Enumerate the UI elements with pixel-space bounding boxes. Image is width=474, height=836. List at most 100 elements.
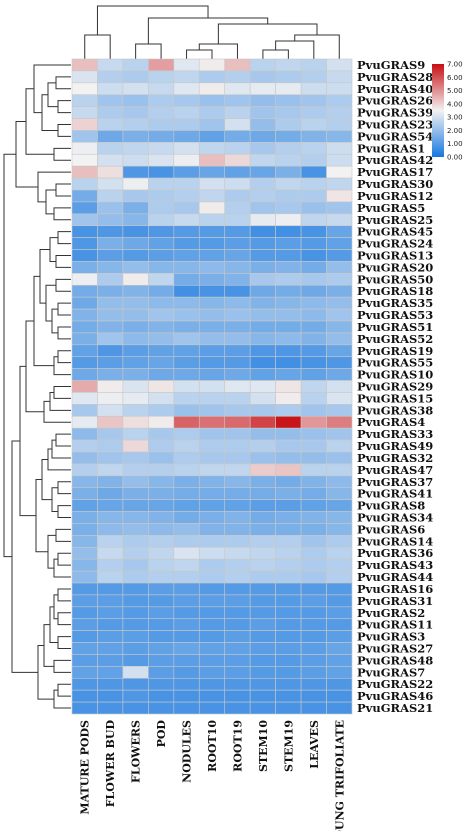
heatmap-cell xyxy=(71,654,98,667)
row-label: PvuGRAS7 xyxy=(357,665,425,679)
heatmap-cell xyxy=(97,677,124,691)
row-label: PvuGRAS36 xyxy=(357,546,433,560)
heatmap-cell xyxy=(122,451,149,465)
heatmap-cell xyxy=(122,249,149,262)
column-dendrogram-branch xyxy=(147,17,269,44)
heatmap-cell xyxy=(198,499,226,512)
heatmap-cell xyxy=(97,142,124,155)
heatmap-cell xyxy=(249,582,276,596)
heatmap-cell xyxy=(326,356,353,369)
heatmap-cell xyxy=(224,82,251,96)
heatmap-cell xyxy=(173,427,200,441)
heatmap-cell xyxy=(275,642,302,655)
heatmap-cell xyxy=(148,142,175,155)
row-label: PvuGRAS1 xyxy=(357,141,425,155)
heatmap-cell xyxy=(224,511,251,524)
heatmap-cell xyxy=(148,677,175,691)
heatmap-cell xyxy=(148,273,175,286)
heatmap-cell xyxy=(224,558,251,572)
heatmap-cell xyxy=(224,249,251,262)
heatmap-cell xyxy=(326,344,353,358)
heatmap-cell xyxy=(122,392,149,405)
heatmap-cell xyxy=(122,368,149,381)
row-dendrogram xyxy=(3,64,71,709)
heatmap-cell xyxy=(173,344,200,358)
heatmap-cell xyxy=(97,642,124,655)
heatmap-cell xyxy=(122,523,149,536)
heatmap-cell xyxy=(97,332,124,346)
heatmap-cell xyxy=(300,439,327,453)
column-label: ROOT19 xyxy=(231,720,244,772)
heatmap-cell xyxy=(326,213,353,227)
heatmap-cell xyxy=(275,654,302,667)
heatmap-cell xyxy=(173,499,200,512)
heatmap-cell xyxy=(300,677,327,691)
heatmap-cell xyxy=(224,654,251,667)
row-label: PvuGRAS18 xyxy=(357,284,433,298)
row-label: PvuGRAS22 xyxy=(357,677,433,691)
heatmap-cell xyxy=(224,344,251,358)
heatmap-cell xyxy=(300,344,327,358)
row-dendrogram-branch xyxy=(57,350,71,364)
heatmap-cell xyxy=(249,130,276,143)
row-dendrogram-branch xyxy=(51,439,71,459)
heatmap-cell xyxy=(71,225,98,238)
heatmap-cell xyxy=(148,249,175,262)
heatmap-cell xyxy=(148,404,175,417)
heatmap-cell xyxy=(326,475,353,489)
heatmap-cell xyxy=(148,392,175,405)
heatmap-cell xyxy=(224,368,251,381)
heatmap-cell xyxy=(148,368,175,381)
heatmap-cell xyxy=(275,415,302,429)
heatmap-cell xyxy=(300,130,327,143)
heatmap-cell xyxy=(326,427,353,441)
heatmap-cell xyxy=(326,130,353,143)
heatmap-cell xyxy=(275,511,302,524)
heatmap-cell xyxy=(122,689,149,703)
heatmap-cell xyxy=(71,392,98,405)
heatmap-cell xyxy=(198,82,226,96)
heatmap-cell xyxy=(173,439,200,453)
heatmap-cell xyxy=(275,142,302,155)
row-dendrogram-branch xyxy=(53,594,58,620)
row-dendrogram-branch xyxy=(37,645,54,700)
heatmap-cell xyxy=(326,380,353,393)
heatmap-cell xyxy=(249,546,276,560)
row-dendrogram-branch xyxy=(57,552,71,566)
heatmap-cell xyxy=(326,654,353,667)
heatmap-cell xyxy=(326,308,353,322)
heatmap-cell xyxy=(97,535,124,548)
heatmap-cell xyxy=(198,320,226,334)
row-label: PvuGRAS17 xyxy=(357,165,433,179)
heatmap-cell xyxy=(148,130,175,143)
row-dendrogram-branch xyxy=(25,88,54,155)
row-dendrogram-branch xyxy=(19,365,36,517)
heatmap-cell xyxy=(300,535,327,548)
heatmap-cell xyxy=(97,177,124,191)
heatmap-cell xyxy=(71,368,98,381)
row-dendrogram-branch xyxy=(57,636,71,649)
heatmap-cell xyxy=(249,237,276,250)
heatmap-cell xyxy=(148,558,175,572)
heatmap-cell xyxy=(326,463,353,477)
heatmap-cell xyxy=(148,582,175,596)
row-dendrogram-branch xyxy=(57,326,71,340)
heatmap-cell xyxy=(173,177,200,191)
heatmap-cell xyxy=(300,82,327,96)
heatmap-cell xyxy=(198,427,226,441)
row-label: PvuGRAS10 xyxy=(357,368,433,382)
heatmap-cell xyxy=(249,380,276,393)
heatmap-cell xyxy=(173,606,200,620)
heatmap-cell xyxy=(148,523,175,536)
heatmap-cell xyxy=(97,165,124,179)
heatmap-cell xyxy=(97,439,124,453)
row-dendrogram-branch xyxy=(11,440,38,673)
row-label: PvuGRAS55 xyxy=(357,356,433,370)
heatmap-cell xyxy=(224,546,251,560)
heatmap-cell xyxy=(122,308,149,322)
heatmap-cell xyxy=(224,404,251,417)
heatmap-cell xyxy=(71,487,98,500)
heatmap-cell xyxy=(275,392,302,405)
heatmap-cell xyxy=(97,344,124,358)
